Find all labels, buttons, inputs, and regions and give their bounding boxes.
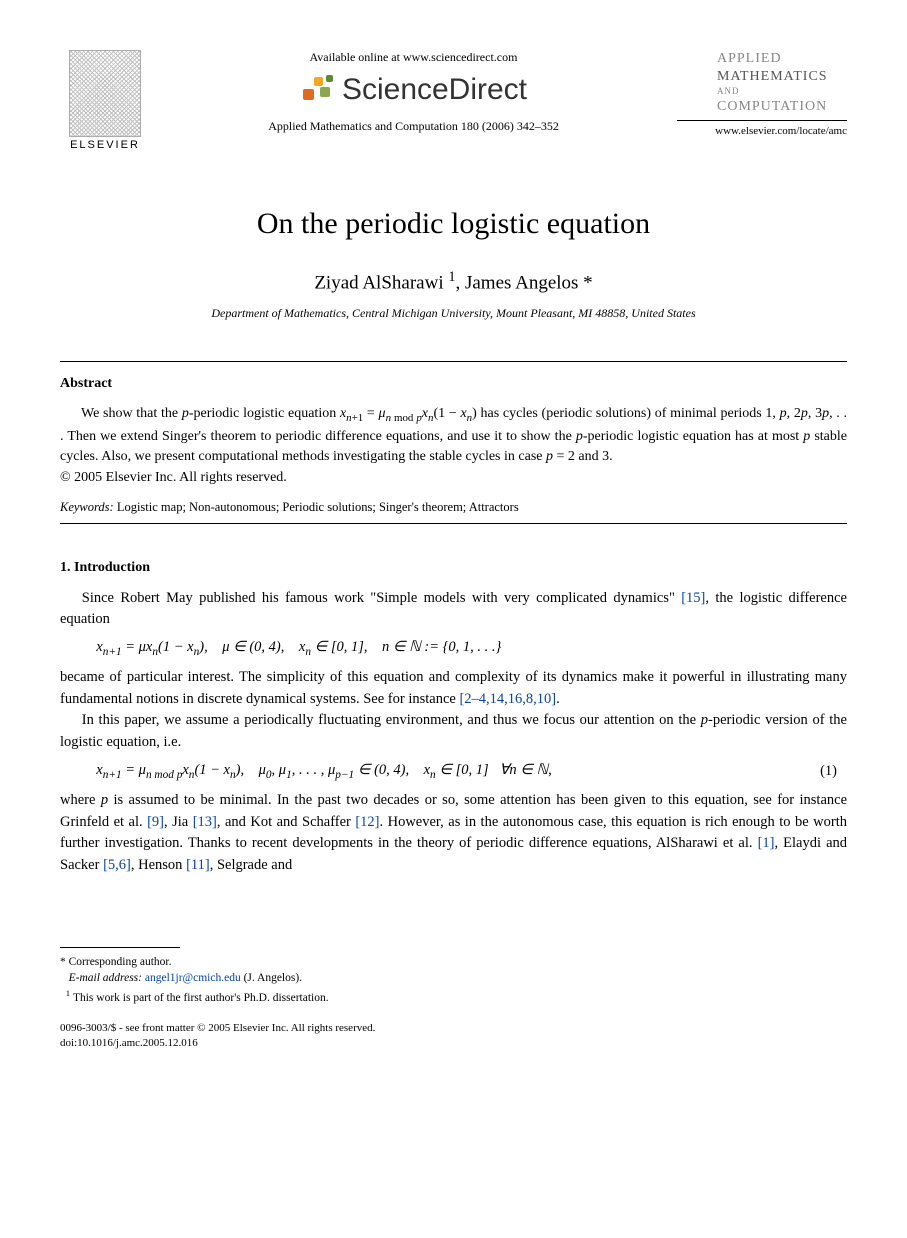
cite-12[interactable]: [12] xyxy=(355,814,379,830)
article-title: On the periodic logistic equation xyxy=(60,207,847,241)
header-center: Available online at www.sciencedirect.co… xyxy=(150,50,677,134)
sd-dot xyxy=(320,87,330,97)
journal-logo-line4: COMPUTATION xyxy=(717,98,847,116)
locate-url: www.elsevier.com/locate/amc xyxy=(677,125,847,137)
journal-logo-line3: AND xyxy=(717,86,847,98)
footnotes: * Corresponding author. E-mail address: … xyxy=(60,954,847,1007)
intro-body: Since Robert May published his famous wo… xyxy=(60,588,847,877)
journal-logo: APPLIED MATHEMATICS AND COMPUTATION xyxy=(677,50,847,116)
cite-15[interactable]: [15] xyxy=(681,590,705,606)
header-rule xyxy=(677,120,847,121)
journal-logo-line2: MATHEMATICS xyxy=(717,68,847,86)
doi-line: doi:10.1016/j.amc.2005.12.016 xyxy=(60,1036,847,1051)
bottom-meta: 0096-3003/$ - see front matter © 2005 El… xyxy=(60,1021,847,1052)
authors: Ziyad AlSharawi 1, James Angelos * xyxy=(60,269,847,294)
intro-p4: where p is assumed to be minimal. In the… xyxy=(60,790,847,877)
footnote-email: E-mail address: angel1jr@cmich.edu (J. A… xyxy=(60,970,847,987)
cite-9[interactable]: [9] xyxy=(147,814,164,830)
page-container: ELSEVIER Available online at www.science… xyxy=(0,0,907,1091)
equation-logistic: xn+1 = μxn(1 − xn), μ ∈ (0, 4), xn ∈ [0,… xyxy=(96,637,847,661)
email-label: E-mail address: xyxy=(69,972,142,984)
equation-periodic-logistic: xn+1 = μn mod pxn(1 − xn), μ0, μ1, . . .… xyxy=(96,760,552,784)
copyright-line: © 2005 Elsevier Inc. All rights reserved… xyxy=(60,470,847,486)
publisher-label: ELSEVIER xyxy=(60,139,150,151)
keywords-line: Keywords: Logistic map; Non-autonomous; … xyxy=(60,500,847,515)
cite-2-4-14-16-8-10[interactable]: [2–4,14,16,8,10] xyxy=(459,691,556,707)
email-tail: (J. Angelos). xyxy=(244,972,302,984)
equation-number-1: (1) xyxy=(820,761,847,783)
intro-p1: Since Robert May published his famous wo… xyxy=(60,588,847,632)
publisher-block: ELSEVIER xyxy=(60,50,150,151)
abstract-top-rule xyxy=(60,361,847,362)
journal-reference: Applied Mathematics and Computation 180 … xyxy=(170,119,657,134)
sciencedirect-text: ScienceDirect xyxy=(342,73,527,107)
keywords-label: Keywords: xyxy=(60,500,114,514)
front-matter-line: 0096-3003/$ - see front matter © 2005 El… xyxy=(60,1021,847,1036)
footnote-corresponding: * Corresponding author. xyxy=(60,954,847,971)
cite-5-6[interactable]: [5,6] xyxy=(103,857,131,873)
affiliation: Department of Mathematics, Central Michi… xyxy=(60,306,847,321)
corr-marker-text: * Corresponding author. xyxy=(60,956,171,968)
footnote-1: 1 This work is part of the first author'… xyxy=(60,987,847,1007)
available-online-text: Available online at www.sciencedirect.co… xyxy=(170,50,657,65)
journal-logo-line1: APPLIED xyxy=(717,50,847,68)
abstract-text: We show that the p-periodic logistic equ… xyxy=(60,404,847,467)
elsevier-tree-icon xyxy=(69,50,141,137)
abstract-bottom-rule xyxy=(60,523,847,524)
sciencedirect-logo: ScienceDirect xyxy=(300,73,527,107)
sd-dot xyxy=(314,77,323,86)
header-right: APPLIED MATHEMATICS AND COMPUTATION www.… xyxy=(677,50,847,137)
email-link[interactable]: angel1jr@cmich.edu xyxy=(145,972,241,984)
footnote-rule xyxy=(60,947,180,948)
footnote-1-text: This work is part of the first author's … xyxy=(73,992,329,1004)
intro-p2: became of particular interest. The simpl… xyxy=(60,667,847,711)
abstract-body: We show that the p-periodic logistic equ… xyxy=(60,404,847,467)
cite-1[interactable]: [1] xyxy=(758,835,775,851)
equation-row-1: xn+1 = μn mod pxn(1 − xn), μ0, μ1, . . .… xyxy=(60,754,847,790)
sd-dot xyxy=(326,75,333,82)
keywords-text: Logistic map; Non-autonomous; Periodic s… xyxy=(117,500,519,514)
abstract-heading: Abstract xyxy=(60,376,847,392)
cite-13[interactable]: [13] xyxy=(193,814,217,830)
cite-11[interactable]: [11] xyxy=(186,857,210,873)
header-row: ELSEVIER Available online at www.science… xyxy=(60,50,847,151)
intro-p3: In this paper, we assume a periodically … xyxy=(60,710,847,754)
sd-dot xyxy=(303,89,314,100)
sciencedirect-icon xyxy=(300,75,334,105)
intro-heading: 1. Introduction xyxy=(60,560,847,576)
